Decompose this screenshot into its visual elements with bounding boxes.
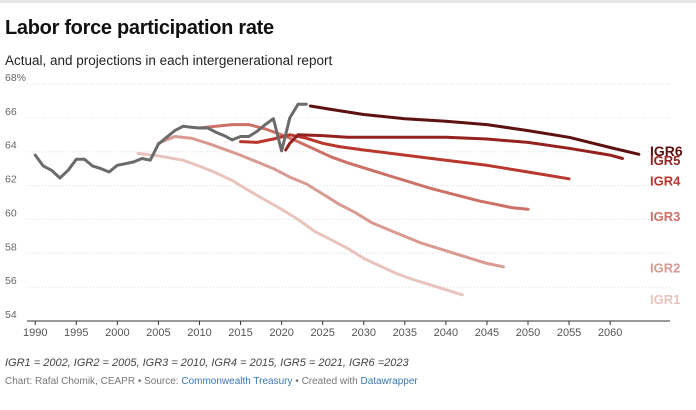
x-axis: 1990 1995 2000 2005 2010 2015 2020 2025 2030 2035…: [23, 321, 622, 339]
chart-credits: Chart: Rafal Chomik, CEAPR • Source: Com…: [5, 376, 418, 387]
x-tick-label-2045: 2045: [475, 327, 499, 339]
x-tick-label-2060: 2060: [598, 327, 622, 339]
series-line-actual: [33, 102, 308, 180]
igr-years-note: IGR1 = 2002, IGR2 = 2005, IGR3 = 2010, I…: [5, 357, 409, 369]
x-tick-label-2010: 2010: [187, 327, 211, 339]
x-tick-label-1995: 1995: [64, 327, 88, 339]
series-label-igr4: IGR4: [650, 173, 681, 188]
gridlines: [27, 83, 670, 322]
x-tick-label-1990: 1990: [23, 327, 47, 339]
source-link[interactable]: Commonwealth Treasury: [181, 376, 293, 387]
y-tick-label-66: 66: [5, 106, 17, 118]
y-axis: 54 56 58 60 62 64 66 68%: [5, 72, 26, 321]
datawrapper-link[interactable]: Datawrapper: [360, 376, 418, 387]
series-label-igr6: IGR6: [650, 143, 683, 159]
y-tick-label-60: 60: [5, 207, 17, 219]
x-tick-label-2050: 2050: [516, 327, 540, 339]
x-tick-label-2040: 2040: [434, 327, 458, 339]
series-line-igr5: [284, 133, 624, 160]
credit-sep-source: • Source:: [135, 376, 182, 387]
series-line-igr4: [239, 133, 571, 181]
y-tick-label-68: 68%: [5, 72, 26, 84]
x-tick-label-2030: 2030: [352, 327, 376, 339]
credit-sep-tool: • Created with: [292, 376, 361, 387]
series-label-igr1: IGR1: [650, 292, 680, 307]
credit-prefix: Chart:: [5, 376, 36, 387]
series-label-igr2: IGR2: [650, 261, 680, 276]
x-tick-label-2035: 2035: [393, 327, 417, 339]
y-tick-label-64: 64: [5, 140, 17, 152]
y-tick-label-58: 58: [5, 241, 17, 253]
x-tick-label-2055: 2055: [557, 327, 581, 339]
series-label-igr3: IGR3: [650, 209, 680, 224]
x-tick-label-2005: 2005: [146, 327, 170, 339]
x-tick-label-2025: 2025: [310, 327, 334, 339]
series-line-igr2: [156, 135, 505, 269]
chart-title: Labor force participation rate: [5, 17, 274, 39]
credit-author: Rafal Chomik, CEAPR: [35, 376, 136, 387]
series-lines: [33, 102, 641, 297]
x-tick-label-2015: 2015: [228, 327, 252, 339]
y-tick-label-62: 62: [5, 174, 17, 186]
series-line-igr3: [198, 123, 530, 211]
series-label-igr5: IGR5: [650, 153, 680, 168]
series-line-igr1: [136, 151, 464, 297]
y-tick-label-54: 54: [5, 309, 17, 321]
x-tick-label-2000: 2000: [105, 327, 129, 339]
top-rule: [0, 0, 696, 3]
y-tick-label-56: 56: [5, 275, 17, 287]
chart-subtitle: Actual, and projections in each intergen…: [5, 53, 333, 68]
x-tick-label-2020: 2020: [269, 327, 293, 339]
series-line-igr6: [308, 104, 641, 156]
